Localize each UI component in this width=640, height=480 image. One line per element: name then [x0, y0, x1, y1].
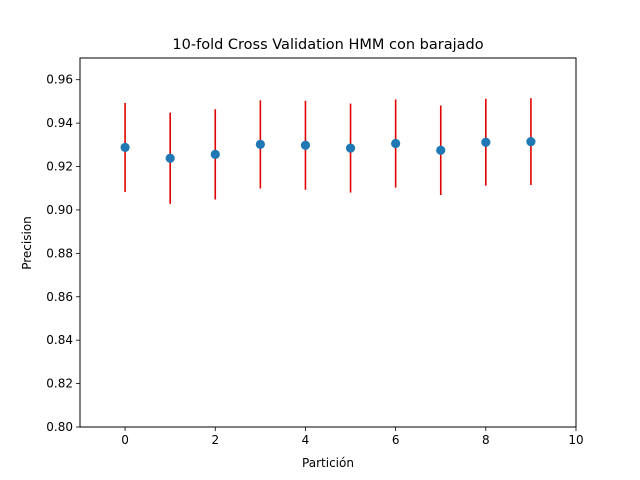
y-tick-label: 0.94 [46, 116, 73, 130]
x-axis-label: Partición [302, 456, 354, 470]
x-tick-label: 6 [392, 433, 400, 447]
y-axis-label: Precision [20, 216, 34, 270]
y-tick-label: 0.86 [46, 290, 73, 304]
data-point [526, 136, 536, 147]
y-tick-label: 0.84 [46, 333, 73, 347]
x-tick-label: 2 [211, 433, 219, 447]
x-tick-label: 4 [302, 433, 310, 447]
y-tick-label: 0.88 [46, 246, 73, 260]
data-point [345, 143, 356, 153]
data-point [210, 149, 220, 159]
data-point [255, 139, 265, 149]
x-tick-label: 10 [568, 433, 583, 447]
data-point [165, 153, 175, 163]
y-tick-label: 0.80 [46, 420, 73, 434]
ticks-layer: 0 2 4 6 8 10 0.80 0.82 0.84 0.86 0.88 0.90 0.92 0.94 0… [46, 73, 583, 447]
data-point [391, 138, 401, 149]
y-tick-label: 0.82 [46, 377, 73, 391]
points-layer [120, 136, 536, 163]
chart-title: 10-fold Cross Validation HMM con barajad… [172, 37, 483, 53]
x-tick-label: 8 [482, 433, 490, 447]
y-tick-label: 0.92 [46, 160, 73, 174]
x-tick-label: 0 [121, 433, 129, 447]
errorbars-layer [124, 98, 532, 204]
data-point [120, 142, 130, 153]
plot-frame [79, 57, 577, 428]
data-point [300, 140, 311, 150]
y-tick-label: 0.96 [46, 73, 73, 87]
data-point [436, 145, 446, 155]
data-point [481, 137, 491, 147]
y-tick-label: 0.90 [46, 203, 73, 217]
